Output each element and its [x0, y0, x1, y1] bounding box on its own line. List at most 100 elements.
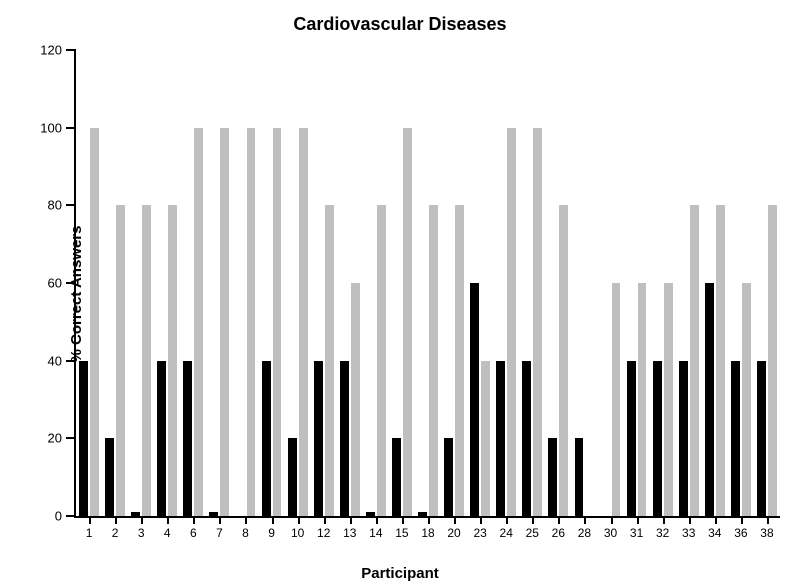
bar-series-a	[105, 438, 114, 516]
x-tick-label: 6	[190, 526, 197, 540]
bar-series-a	[470, 283, 479, 516]
x-tick	[480, 516, 482, 524]
x-tick-label: 9	[268, 526, 275, 540]
bar-series-a	[757, 361, 766, 516]
bar-series-b	[168, 205, 177, 516]
x-tick-label: 31	[630, 526, 643, 540]
x-tick	[324, 516, 326, 524]
bar-series-a	[705, 283, 714, 516]
x-tick	[741, 516, 743, 524]
bar-series-a	[496, 361, 505, 516]
x-tick-label: 23	[473, 526, 486, 540]
x-tick-label: 25	[526, 526, 539, 540]
x-tick-label: 4	[164, 526, 171, 540]
bar-series-a	[522, 361, 531, 516]
x-tick-label: 26	[552, 526, 565, 540]
x-tick	[428, 516, 430, 524]
x-tick	[376, 516, 378, 524]
y-tick-label: 60	[48, 276, 76, 291]
bar-series-a	[548, 438, 557, 516]
x-tick-label: 24	[500, 526, 513, 540]
x-tick	[506, 516, 508, 524]
x-tick	[89, 516, 91, 524]
y-tick-label: 100	[40, 120, 76, 135]
x-tick	[402, 516, 404, 524]
x-tick-label: 38	[760, 526, 773, 540]
x-tick-label: 20	[447, 526, 460, 540]
x-tick	[298, 516, 300, 524]
bar-series-b	[90, 128, 99, 516]
x-tick-label: 1	[86, 526, 93, 540]
x-tick-label: 36	[734, 526, 747, 540]
x-tick	[767, 516, 769, 524]
x-tick	[245, 516, 247, 524]
x-tick	[193, 516, 195, 524]
x-tick	[611, 516, 613, 524]
x-tick-label: 15	[395, 526, 408, 540]
bar-series-b	[194, 128, 203, 516]
x-tick-label: 33	[682, 526, 695, 540]
bar-series-a	[575, 438, 584, 516]
bar-series-b	[220, 128, 229, 516]
x-tick	[115, 516, 117, 524]
bar-series-b	[299, 128, 308, 516]
bar-series-a	[262, 361, 271, 516]
bar-series-a	[627, 361, 636, 516]
x-tick-label: 30	[604, 526, 617, 540]
bar-series-b	[377, 205, 386, 516]
x-tick-label: 13	[343, 526, 356, 540]
bar-series-b	[638, 283, 647, 516]
x-tick	[663, 516, 665, 524]
bar-series-b	[664, 283, 673, 516]
y-tick-label: 120	[40, 43, 76, 58]
x-tick-label: 18	[421, 526, 434, 540]
x-tick	[637, 516, 639, 524]
y-tick-label: 80	[48, 198, 76, 213]
x-tick-label: 8	[242, 526, 249, 540]
x-tick-label: 32	[656, 526, 669, 540]
bar-series-b	[481, 361, 490, 516]
bar-series-b	[768, 205, 777, 516]
x-tick	[689, 516, 691, 524]
bar-series-b	[716, 205, 725, 516]
chart-container: Cardiovascular Diseases % Correct Answer…	[0, 0, 800, 588]
x-tick	[584, 516, 586, 524]
bar-series-a	[209, 512, 218, 516]
bar-series-a	[679, 361, 688, 516]
bars-layer	[76, 50, 780, 516]
x-tick	[167, 516, 169, 524]
x-tick-label: 10	[291, 526, 304, 540]
x-tick-label: 3	[138, 526, 145, 540]
plot-area: 0204060801001201234678910121314151820232…	[74, 50, 780, 518]
bar-series-b	[533, 128, 542, 516]
x-tick	[219, 516, 221, 524]
bar-series-b	[142, 205, 151, 516]
bar-series-b	[273, 128, 282, 516]
x-tick	[715, 516, 717, 524]
x-tick	[558, 516, 560, 524]
bar-series-a	[131, 512, 140, 516]
bar-series-b	[455, 205, 464, 516]
x-tick	[272, 516, 274, 524]
bar-series-a	[731, 361, 740, 516]
bar-series-b	[325, 205, 334, 516]
chart-title: Cardiovascular Diseases	[0, 14, 800, 35]
y-tick-label: 40	[48, 353, 76, 368]
x-axis-label: Participant	[0, 565, 800, 582]
bar-series-b	[690, 205, 699, 516]
bar-series-a	[366, 512, 375, 516]
bar-series-a	[444, 438, 453, 516]
y-tick-label: 0	[55, 509, 76, 524]
bar-series-b	[507, 128, 516, 516]
bar-series-a	[392, 438, 401, 516]
bar-series-b	[351, 283, 360, 516]
bar-series-a	[157, 361, 166, 516]
x-tick-label: 28	[578, 526, 591, 540]
bar-series-b	[116, 205, 125, 516]
x-tick-label: 12	[317, 526, 330, 540]
bar-series-a	[183, 361, 192, 516]
bar-series-a	[314, 361, 323, 516]
bar-series-a	[79, 361, 88, 516]
bar-series-a	[653, 361, 662, 516]
x-tick-label: 34	[708, 526, 721, 540]
